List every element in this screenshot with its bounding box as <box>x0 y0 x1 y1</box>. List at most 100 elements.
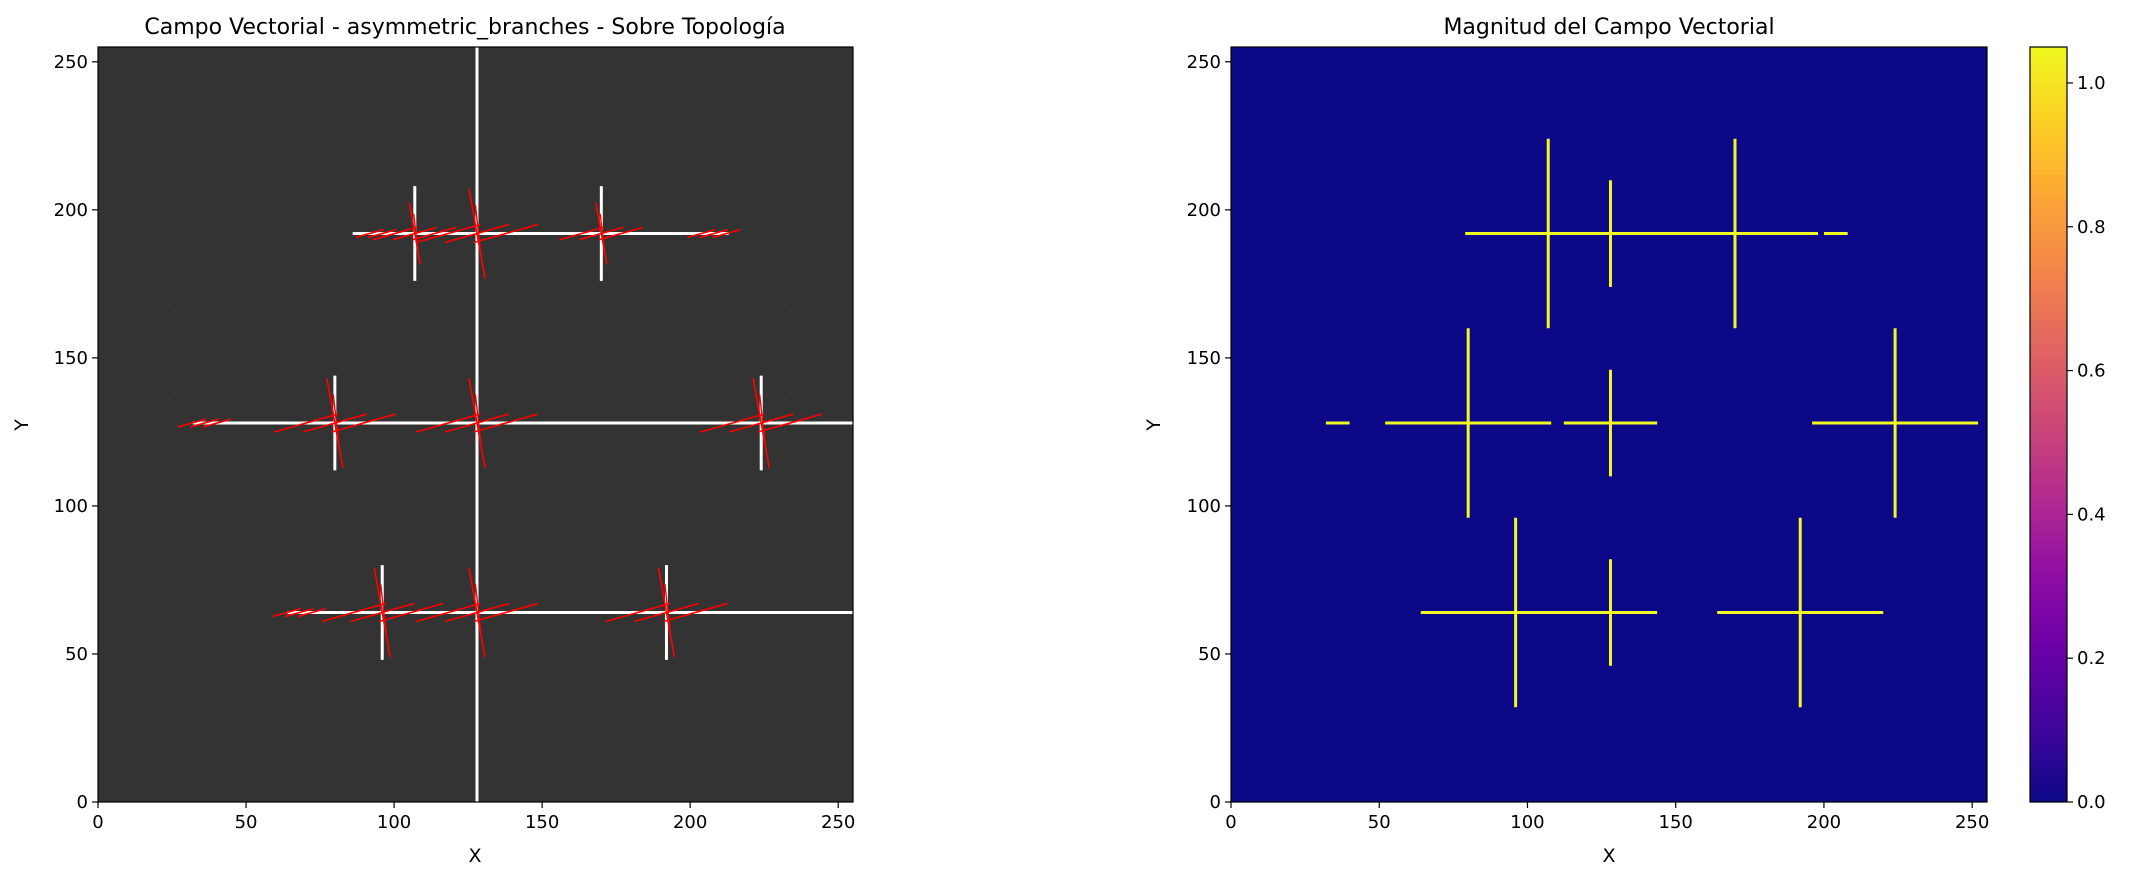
vector-arrow <box>473 602 538 623</box>
vector-arrow <box>473 413 538 433</box>
vector-cluster <box>273 378 396 468</box>
vector-arrow <box>379 583 388 642</box>
y-tick-label: 200 <box>1187 200 1221 221</box>
vector-arrow <box>177 418 207 428</box>
vector-arrow <box>712 228 741 239</box>
vector-arrow <box>473 223 538 244</box>
colorbar-tick-label: 0.2 <box>2077 648 2106 669</box>
y-tick-label: 50 <box>65 644 88 665</box>
left-y-ticks: 0 50 100 150 200 250 <box>54 52 98 813</box>
vector-arrow <box>468 567 486 658</box>
right-x-axis-label: X <box>1602 845 1615 867</box>
vector-arrow <box>321 602 386 623</box>
colorbar-tick-label: 0.4 <box>2077 504 2106 525</box>
vector-arrow <box>415 413 481 433</box>
colorbar-ticks: 0.0 0.2 0.4 0.6 0.8 1.0 <box>2067 73 2106 813</box>
x-tick-label: 50 <box>235 812 258 833</box>
vector-cluster <box>372 202 457 265</box>
vector-arrow <box>474 583 483 642</box>
vector-arrow <box>408 202 422 265</box>
vector-arrow <box>468 378 486 468</box>
right-y-axis-label: Y <box>1143 419 1165 432</box>
x-tick-label: 250 <box>1955 812 1989 833</box>
y-tick-label: 50 <box>1198 644 1221 665</box>
left-x-ticks: 0 50 100 150 200 250 <box>92 802 855 833</box>
y-tick-label: 150 <box>1187 348 1221 369</box>
vector-arrow <box>757 413 823 433</box>
vector-arrow <box>412 226 457 241</box>
vector-cluster <box>177 418 232 428</box>
vector-cluster <box>415 378 538 468</box>
vector-arrow <box>687 228 716 239</box>
vector-arrow <box>372 226 418 241</box>
left-axes-frame <box>97 46 854 803</box>
vector-cluster <box>559 202 644 265</box>
colorbar-tick-label: 1.0 <box>2077 73 2106 94</box>
x-tick-label: 250 <box>821 812 855 833</box>
colorbar-tick-label: 0.8 <box>2077 217 2106 238</box>
vector-arrow <box>355 228 384 239</box>
vector-arrow <box>559 226 604 241</box>
vector-arrow <box>326 378 344 468</box>
x-tick-label: 0 <box>92 812 103 833</box>
vector-arrow <box>758 394 767 452</box>
vector-arrow <box>273 413 339 433</box>
vector-arrow <box>332 394 341 452</box>
vector-arrow <box>413 213 419 254</box>
vector-arrow <box>474 394 483 452</box>
y-tick-label: 250 <box>54 52 88 73</box>
right-x-ticks: 0 50 100 150 200 250 <box>1225 802 1989 833</box>
colorbar-tick-label: 0.6 <box>2077 361 2106 382</box>
x-tick-label: 150 <box>1659 812 1693 833</box>
vector-arrow <box>700 413 765 433</box>
magnitude-features <box>1325 138 1979 708</box>
vector-arrow <box>595 202 608 265</box>
vector-cluster <box>605 567 728 658</box>
y-tick-label: 200 <box>54 200 88 221</box>
y-tick-label: 150 <box>54 348 88 369</box>
y-tick-label: 250 <box>1187 52 1221 73</box>
vector-arrow <box>297 607 327 618</box>
y-tick-label: 0 <box>77 792 88 813</box>
vector-cluster <box>415 188 538 279</box>
colorbar-tick-label: 0.0 <box>2077 792 2106 813</box>
right-y-ticks: 0 50 100 150 200 250 <box>1187 52 1231 813</box>
vector-arrow <box>331 413 396 433</box>
vector-arrow <box>657 567 676 658</box>
y-tick-label: 0 <box>1210 792 1221 813</box>
vector-cluster <box>321 567 444 658</box>
vector-arrow <box>415 223 481 244</box>
y-tick-label: 100 <box>1187 496 1221 517</box>
vector-cluster <box>687 228 741 239</box>
vector-arrow <box>285 607 314 618</box>
left-x-axis-label: X <box>468 845 481 867</box>
left-y-axis-label: Y <box>11 419 33 432</box>
colorbar <box>2029 46 2068 803</box>
vector-arrow <box>190 418 219 428</box>
x-tick-label: 0 <box>1225 812 1236 833</box>
left-chart-title: Campo Vectorial - asymmetric_branches - … <box>144 15 785 40</box>
vector-arrow <box>373 567 392 658</box>
vector-arrow <box>272 607 301 618</box>
vector-arrow <box>605 602 670 623</box>
x-tick-label: 50 <box>1368 812 1391 833</box>
x-tick-label: 200 <box>673 812 707 833</box>
x-tick-label: 100 <box>377 812 411 833</box>
vector-arrow <box>699 228 729 239</box>
vector-cluster <box>415 567 538 658</box>
x-tick-label: 150 <box>525 812 559 833</box>
vector-arrow <box>752 378 771 468</box>
vector-cluster <box>272 607 327 618</box>
vector-arrows <box>177 188 823 658</box>
x-tick-label: 100 <box>1510 812 1544 833</box>
vector-arrow <box>415 602 481 623</box>
vector-arrow <box>599 213 606 254</box>
left-background-vectors <box>120 67 834 779</box>
vector-arrow <box>598 226 644 241</box>
right-axes-frame <box>1230 46 1988 803</box>
vector-field-panel: Campo Vectorial - asymmetric_branches - … <box>11 15 855 867</box>
vector-arrow <box>664 583 672 642</box>
vector-arrow <box>468 188 486 279</box>
x-tick-label: 200 <box>1807 812 1841 833</box>
